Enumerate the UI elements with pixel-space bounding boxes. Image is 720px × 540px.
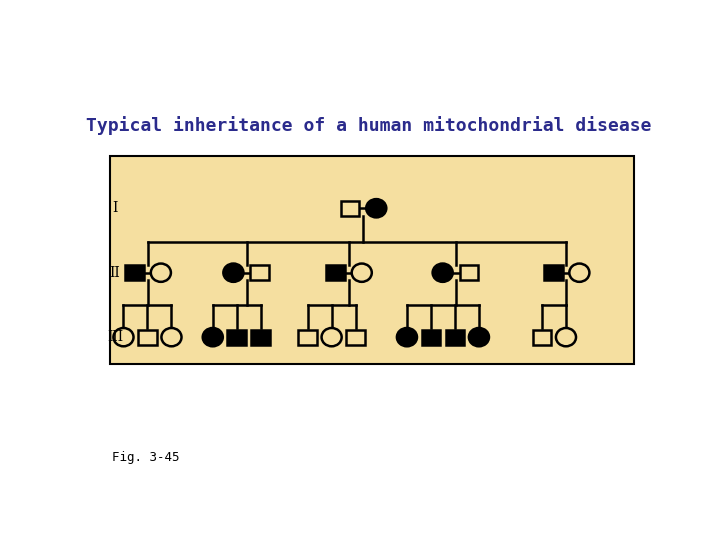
Bar bbox=[138, 329, 157, 345]
Ellipse shape bbox=[161, 328, 181, 346]
Ellipse shape bbox=[322, 328, 342, 346]
Bar bbox=[346, 329, 365, 345]
Ellipse shape bbox=[114, 328, 133, 346]
Bar bbox=[459, 265, 478, 280]
Ellipse shape bbox=[223, 264, 243, 282]
Bar bbox=[326, 265, 345, 280]
Bar bbox=[298, 329, 317, 345]
Ellipse shape bbox=[351, 264, 372, 282]
FancyBboxPatch shape bbox=[109, 156, 634, 364]
Ellipse shape bbox=[556, 328, 576, 346]
Bar bbox=[341, 201, 359, 216]
Bar bbox=[125, 265, 144, 280]
Ellipse shape bbox=[570, 264, 590, 282]
Ellipse shape bbox=[397, 328, 417, 346]
Ellipse shape bbox=[203, 328, 222, 346]
Bar bbox=[228, 329, 246, 345]
Bar bbox=[251, 265, 269, 280]
Text: I: I bbox=[112, 201, 118, 215]
Ellipse shape bbox=[469, 328, 489, 346]
Bar bbox=[533, 329, 552, 345]
Text: Typical inheritance of a human mitochondrial disease: Typical inheritance of a human mitochond… bbox=[86, 116, 652, 134]
Bar bbox=[544, 265, 562, 280]
Ellipse shape bbox=[433, 264, 453, 282]
Ellipse shape bbox=[366, 199, 387, 218]
Text: II: II bbox=[109, 266, 120, 280]
Bar bbox=[446, 329, 464, 345]
Bar bbox=[251, 329, 270, 345]
Text: III: III bbox=[107, 330, 123, 344]
Text: Fig. 3-45: Fig. 3-45 bbox=[112, 451, 180, 464]
Bar bbox=[422, 329, 441, 345]
Ellipse shape bbox=[150, 264, 171, 282]
